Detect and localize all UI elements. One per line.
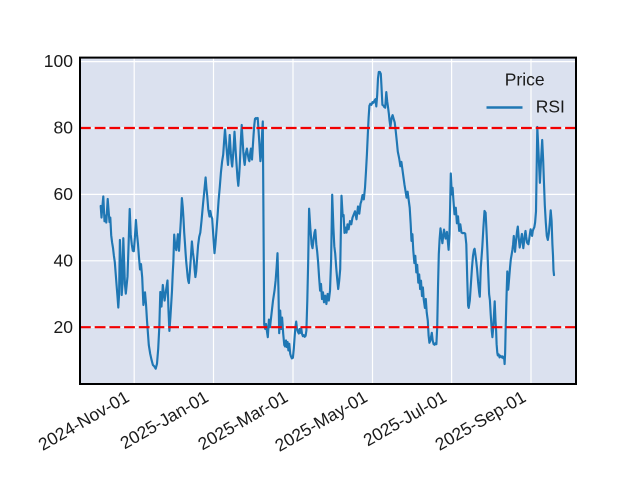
svg-text:20: 20 [54,317,74,337]
svg-text:RSI: RSI [536,97,565,117]
svg-text:2024-Nov-01: 2024-Nov-01 [35,387,133,455]
svg-text:2025-Sep-01: 2025-Sep-01 [432,387,530,455]
svg-text:40: 40 [54,250,74,270]
svg-text:60: 60 [54,184,74,204]
svg-text:80: 80 [54,118,74,138]
svg-text:Price: Price [505,70,545,90]
svg-text:100: 100 [44,51,73,71]
